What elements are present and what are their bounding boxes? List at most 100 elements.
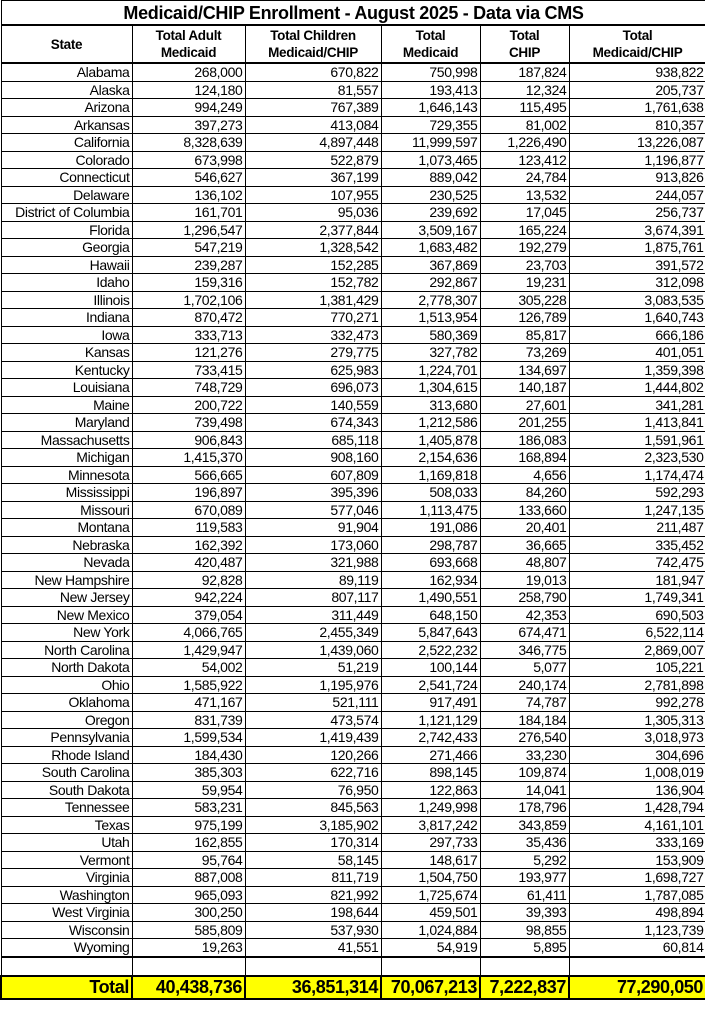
cell-total-chip: 276,540	[479, 728, 570, 747]
table-row: Texas 975,199 3,185,902 3,817,242 343,859 4,1…	[0, 815, 705, 834]
cell-total-medicaid: 693,668	[380, 553, 481, 572]
cell-children-medicaid-chip: 89,119	[244, 570, 382, 589]
cell-adult-medicaid: 733,415	[131, 360, 246, 379]
cell-total-medicaid: 191,086	[380, 518, 481, 537]
cell-state: Maine	[0, 395, 133, 414]
cell-children-medicaid-chip: 395,396	[244, 483, 382, 502]
cell-total-chip: 98,855	[479, 920, 570, 939]
cell-total-chip: 187,824	[479, 62, 570, 82]
table-row: Maryland 739,498 674,343 1,212,586 201,255 1,…	[0, 413, 705, 432]
table-row: North Carolina 1,429,947 1,439,060 2,522,23…	[0, 640, 705, 659]
cell-total-medicaid: 1,304,615	[380, 378, 481, 397]
cell-state: Maryland	[0, 413, 133, 432]
cell-adult-medicaid: 673,998	[131, 150, 246, 169]
table-row: New York 4,066,765 2,455,349 5,847,643 674,4…	[0, 623, 705, 642]
cell-total-chip: 123,412	[479, 150, 570, 169]
table-row: Wyoming 19,263 41,551 54,919 5,895 60,814	[0, 938, 705, 958]
table-row: Michigan 1,415,370 908,160 2,154,636 168,894…	[0, 448, 705, 467]
table-row: Nevada 420,487 321,988 693,668 48,807 742,475	[0, 553, 705, 572]
cell-total-medicaid-chip: 105,221	[568, 658, 705, 677]
cell-total-medicaid-chip: 3,018,973	[568, 728, 705, 747]
cell-children-medicaid-chip: 1,195,976	[244, 675, 382, 694]
table-row: Tennessee 583,231 845,563 1,249,998 178,796 1…	[0, 798, 705, 817]
empty-cell	[479, 956, 570, 977]
table-row: North Dakota 54,002 51,219 100,144 5,077 105,…	[0, 658, 705, 677]
table-row: Vermont 95,764 58,145 148,617 5,292 153,909	[0, 850, 705, 869]
cell-total-medicaid: 239,692	[380, 203, 481, 222]
table-row: Washington 965,093 821,992 1,725,674 61,411 1…	[0, 885, 705, 904]
cell-total-chip: 85,817	[479, 325, 570, 344]
cell-children-medicaid-chip: 696,073	[244, 378, 382, 397]
cell-children-medicaid-chip: 522,879	[244, 150, 382, 169]
cell-total-medicaid: 1,113,475	[380, 500, 481, 519]
cell-children-medicaid-chip: 845,563	[244, 798, 382, 817]
cell-total-medicaid: 1,121,129	[380, 710, 481, 729]
cell-total-chip: 12,324	[479, 80, 570, 99]
cell-total-medicaid-chip: 592,293	[568, 483, 705, 502]
cell-state: South Dakota	[0, 780, 133, 799]
cell-state: Washington	[0, 885, 133, 904]
cell-children-medicaid-chip: 770,271	[244, 308, 382, 327]
cell-total-chip: 184,184	[479, 710, 570, 729]
table-row: Connecticut 546,627 367,199 889,042 24,784 91…	[0, 168, 705, 187]
cell-total-medicaid: 1,513,954	[380, 308, 481, 327]
cell-adult-medicaid: 739,498	[131, 413, 246, 432]
table-row: New Mexico 379,054 311,449 648,150 42,353 690…	[0, 605, 705, 624]
cell-total-medicaid-chip: 181,947	[568, 570, 705, 589]
cell-total-medicaid: 750,998	[380, 62, 481, 82]
cell-total-medicaid-chip: 341,281	[568, 395, 705, 414]
cell-children-medicaid-chip: 521,111	[244, 693, 382, 712]
cell-total-chip: 165,224	[479, 220, 570, 239]
table-row: Missouri 670,089 577,046 1,113,475 133,660 1,…	[0, 500, 705, 519]
cell-total-chip: 5,077	[479, 658, 570, 677]
cell-children-medicaid-chip: 1,439,060	[244, 640, 382, 659]
cell-children-medicaid-chip: 607,809	[244, 465, 382, 484]
cell-total-chip: 240,174	[479, 675, 570, 694]
cell-state: New Jersey	[0, 588, 133, 607]
cell-children-medicaid-chip: 367,199	[244, 168, 382, 187]
cell-total-medicaid-chip: 304,696	[568, 745, 705, 764]
cell-total-medicaid: 508,033	[380, 483, 481, 502]
cell-children-medicaid-chip: 685,118	[244, 430, 382, 449]
total-children-medicaid-chip: 36,851,314	[244, 974, 382, 1000]
cell-adult-medicaid: 748,729	[131, 378, 246, 397]
cell-adult-medicaid: 994,249	[131, 98, 246, 117]
cell-state: Montana	[0, 518, 133, 537]
cell-total-chip: 115,495	[479, 98, 570, 117]
cell-state: Delaware	[0, 185, 133, 204]
table-row: Rhode Island 184,430 120,266 271,466 33,230 3…	[0, 745, 705, 764]
cell-state: Texas	[0, 815, 133, 834]
cell-adult-medicaid: 397,273	[131, 115, 246, 134]
cell-total-medicaid-chip: 2,869,007	[568, 640, 705, 659]
table-row: Oregon 831,739 473,574 1,121,129 184,184 1,30…	[0, 710, 705, 729]
cell-total-medicaid: 459,501	[380, 903, 481, 922]
cell-total-medicaid-chip: 1,305,313	[568, 710, 705, 729]
table-row: West Virginia 300,250 198,644 459,501 39,393…	[0, 903, 705, 922]
cell-total-medicaid-chip: 211,487	[568, 518, 705, 537]
cell-children-medicaid-chip: 908,160	[244, 448, 382, 467]
cell-state: Iowa	[0, 325, 133, 344]
cell-total-medicaid: 2,541,724	[380, 675, 481, 694]
total-total-medicaid-chip: 77,290,050	[567, 974, 705, 1000]
cell-state: Rhode Island	[0, 745, 133, 764]
cell-adult-medicaid: 92,828	[131, 570, 246, 589]
table-row: Iowa 333,713 332,473 580,369 85,817 666,186	[0, 325, 705, 344]
cell-total-chip: 5,292	[479, 850, 570, 869]
cell-state: North Carolina	[0, 640, 133, 659]
cell-total-medicaid: 1,405,878	[380, 430, 481, 449]
cell-state: Colorado	[0, 150, 133, 169]
cell-total-medicaid-chip: 256,737	[568, 203, 705, 222]
cell-state: Minnesota	[0, 465, 133, 484]
cell-total-chip: 134,697	[479, 360, 570, 379]
table-row: Nebraska 162,392 173,060 298,787 36,665 335,4…	[0, 535, 705, 554]
cell-total-medicaid-chip: 13,226,087	[568, 133, 705, 152]
cell-children-medicaid-chip: 76,950	[244, 780, 382, 799]
cell-children-medicaid-chip: 140,559	[244, 395, 382, 414]
cell-total-medicaid: 1,646,143	[380, 98, 481, 117]
cell-total-medicaid: 1,024,884	[380, 920, 481, 939]
cell-total-chip: 109,874	[479, 763, 570, 782]
cell-adult-medicaid: 159,316	[131, 273, 246, 292]
table-row: Colorado 673,998 522,879 1,073,465 123,412 1,…	[0, 150, 705, 169]
table-row: South Dakota 59,954 76,950 122,863 14,041 136…	[0, 780, 705, 799]
cell-state: Wisconsin	[0, 920, 133, 939]
